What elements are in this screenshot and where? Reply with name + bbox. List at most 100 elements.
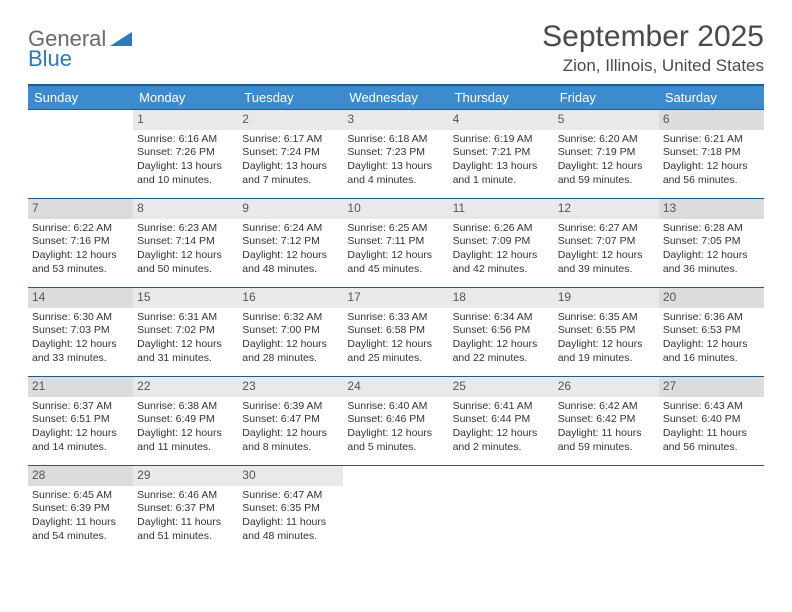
sunset-text: Sunset: 7:07 PM xyxy=(558,235,655,249)
sunset-text: Sunset: 6:56 PM xyxy=(453,324,550,338)
sunset-text: Sunset: 7:26 PM xyxy=(137,146,234,160)
daylight-text: Daylight: 12 hours and 36 minutes. xyxy=(663,249,760,276)
day-header: Friday xyxy=(554,86,659,109)
day-cell: 7Sunrise: 6:22 AMSunset: 7:16 PMDaylight… xyxy=(28,199,133,287)
sunrise-text: Sunrise: 6:18 AM xyxy=(347,133,444,147)
sunrise-text: Sunrise: 6:24 AM xyxy=(242,222,339,236)
day-number: 27 xyxy=(659,377,764,397)
day-cell: 24Sunrise: 6:40 AMSunset: 6:46 PMDayligh… xyxy=(343,377,448,465)
sunrise-text: Sunrise: 6:25 AM xyxy=(347,222,444,236)
sunrise-text: Sunrise: 6:42 AM xyxy=(558,400,655,414)
day-cell: 23Sunrise: 6:39 AMSunset: 6:47 PMDayligh… xyxy=(238,377,343,465)
day-cell: 13Sunrise: 6:28 AMSunset: 7:05 PMDayligh… xyxy=(659,199,764,287)
sunset-text: Sunset: 7:02 PM xyxy=(137,324,234,338)
logo-blue-wrap: Blue xyxy=(28,46,72,72)
sunset-text: Sunset: 7:03 PM xyxy=(32,324,129,338)
day-cell: 17 Sunrise: 6:33 AMSunset: 6:58 PMDayligh… xyxy=(343,288,448,376)
daylight-text: Daylight: 12 hours and 31 minutes. xyxy=(137,338,234,365)
sunrise-text: Sunrise: 6:43 AM xyxy=(663,400,760,414)
sunrise-text: Sunrise: 6:33 AM xyxy=(347,311,444,325)
day-cell: 29Sunrise: 6:46 AMSunset: 6:37 PMDayligh… xyxy=(133,466,238,554)
day-cell-empty xyxy=(28,110,133,198)
day-number: 2 xyxy=(238,110,343,130)
sunrise-text: Sunrise: 6:37 AM xyxy=(32,400,129,414)
day-cell-empty xyxy=(449,466,554,554)
day-cell: 26Sunrise: 6:42 AMSunset: 6:42 PMDayligh… xyxy=(554,377,659,465)
month-title: September 2025 xyxy=(542,20,764,54)
sunrise-text: Sunrise: 6:28 AM xyxy=(663,222,760,236)
daylight-text: Daylight: 12 hours and 59 minutes. xyxy=(558,160,655,187)
day-header: Monday xyxy=(133,86,238,109)
day-number: 4 xyxy=(449,110,554,130)
daylight-text: Daylight: 11 hours and 59 minutes. xyxy=(558,427,655,454)
sunrise-text: Sunrise: 6:38 AM xyxy=(137,400,234,414)
logo-triangle-icon xyxy=(110,28,132,51)
day-cell-empty xyxy=(659,466,764,554)
sunset-text: Sunset: 6:37 PM xyxy=(137,502,234,516)
sunset-text: Sunset: 6:58 PM xyxy=(347,324,444,338)
sunrise-text: Sunrise: 6:23 AM xyxy=(137,222,234,236)
day-cell: 9Sunrise: 6:24 AMSunset: 7:12 PMDaylight… xyxy=(238,199,343,287)
sunrise-text: Sunrise: 6:27 AM xyxy=(558,222,655,236)
week-row: 7Sunrise: 6:22 AMSunset: 7:16 PMDaylight… xyxy=(28,198,764,287)
day-header: Wednesday xyxy=(343,86,448,109)
day-number: 8 xyxy=(133,199,238,219)
logo-text-blue: Blue xyxy=(28,46,72,71)
day-cell: 11Sunrise: 6:26 AMSunset: 7:09 PMDayligh… xyxy=(449,199,554,287)
sunrise-text: Sunrise: 6:45 AM xyxy=(32,489,129,503)
sunset-text: Sunset: 6:49 PM xyxy=(137,413,234,427)
sunset-text: Sunset: 6:42 PM xyxy=(558,413,655,427)
daylight-text: Daylight: 12 hours and 25 minutes. xyxy=(347,338,444,365)
sunrise-text: Sunrise: 6:41 AM xyxy=(453,400,550,414)
day-cell: 28Sunrise: 6:45 AMSunset: 6:39 PMDayligh… xyxy=(28,466,133,554)
day-number: 13 xyxy=(659,199,764,219)
daylight-text: Daylight: 12 hours and 39 minutes. xyxy=(558,249,655,276)
day-cell: 20Sunrise: 6:36 AMSunset: 6:53 PMDayligh… xyxy=(659,288,764,376)
daylight-text: Daylight: 11 hours and 54 minutes. xyxy=(32,516,129,543)
day-cell: 12Sunrise: 6:27 AMSunset: 7:07 PMDayligh… xyxy=(554,199,659,287)
day-number: 17 xyxy=(343,288,448,308)
day-cell: 22Sunrise: 6:38 AMSunset: 6:49 PMDayligh… xyxy=(133,377,238,465)
daylight-text: Daylight: 12 hours and 8 minutes. xyxy=(242,427,339,454)
sunset-text: Sunset: 6:53 PM xyxy=(663,324,760,338)
location-text: Zion, Illinois, United States xyxy=(542,56,764,76)
day-cell: 8Sunrise: 6:23 AMSunset: 7:14 PMDaylight… xyxy=(133,199,238,287)
daylight-text: Daylight: 12 hours and 5 minutes. xyxy=(347,427,444,454)
sunset-text: Sunset: 6:47 PM xyxy=(242,413,339,427)
day-number: 6 xyxy=(659,110,764,130)
daylight-text: Daylight: 12 hours and 50 minutes. xyxy=(137,249,234,276)
day-number: 3 xyxy=(343,110,448,130)
day-number: 21 xyxy=(28,377,133,397)
day-cell: 21Sunrise: 6:37 AMSunset: 6:51 PMDayligh… xyxy=(28,377,133,465)
day-number: 20 xyxy=(659,288,764,308)
sunset-text: Sunset: 7:21 PM xyxy=(453,146,550,160)
day-cell-empty xyxy=(554,466,659,554)
daylight-text: Daylight: 12 hours and 19 minutes. xyxy=(558,338,655,365)
page-header: General September 2025 Zion, Illinois, U… xyxy=(28,20,764,76)
sunrise-text: Sunrise: 6:22 AM xyxy=(32,222,129,236)
day-number: 29 xyxy=(133,466,238,486)
day-cell: 2Sunrise: 6:17 AMSunset: 7:24 PMDaylight… xyxy=(238,110,343,198)
daylight-text: Daylight: 13 hours and 1 minute. xyxy=(453,160,550,187)
daylight-text: Daylight: 12 hours and 45 minutes. xyxy=(347,249,444,276)
day-cell: 4Sunrise: 6:19 AMSunset: 7:21 PMDaylight… xyxy=(449,110,554,198)
sunset-text: Sunset: 6:39 PM xyxy=(32,502,129,516)
sunrise-text: Sunrise: 6:35 AM xyxy=(558,311,655,325)
sunrise-text: Sunrise: 6:31 AM xyxy=(137,311,234,325)
sunrise-text: Sunrise: 6:32 AM xyxy=(242,311,339,325)
sunset-text: Sunset: 6:35 PM xyxy=(242,502,339,516)
day-header: Saturday xyxy=(659,86,764,109)
day-cell: 30Sunrise: 6:47 AMSunset: 6:35 PMDayligh… xyxy=(238,466,343,554)
sunrise-text: Sunrise: 6:30 AM xyxy=(32,311,129,325)
sunrise-text: Sunrise: 6:47 AM xyxy=(242,489,339,503)
day-cell: 1Sunrise: 6:16 AMSunset: 7:26 PMDaylight… xyxy=(133,110,238,198)
day-number: 1 xyxy=(133,110,238,130)
daylight-text: Daylight: 12 hours and 22 minutes. xyxy=(453,338,550,365)
day-number: 5 xyxy=(554,110,659,130)
day-number: 19 xyxy=(554,288,659,308)
day-number: 25 xyxy=(449,377,554,397)
sunset-text: Sunset: 7:12 PM xyxy=(242,235,339,249)
sunrise-text: Sunrise: 6:20 AM xyxy=(558,133,655,147)
day-number: 11 xyxy=(449,199,554,219)
week-row: 21Sunrise: 6:37 AMSunset: 6:51 PMDayligh… xyxy=(28,376,764,465)
